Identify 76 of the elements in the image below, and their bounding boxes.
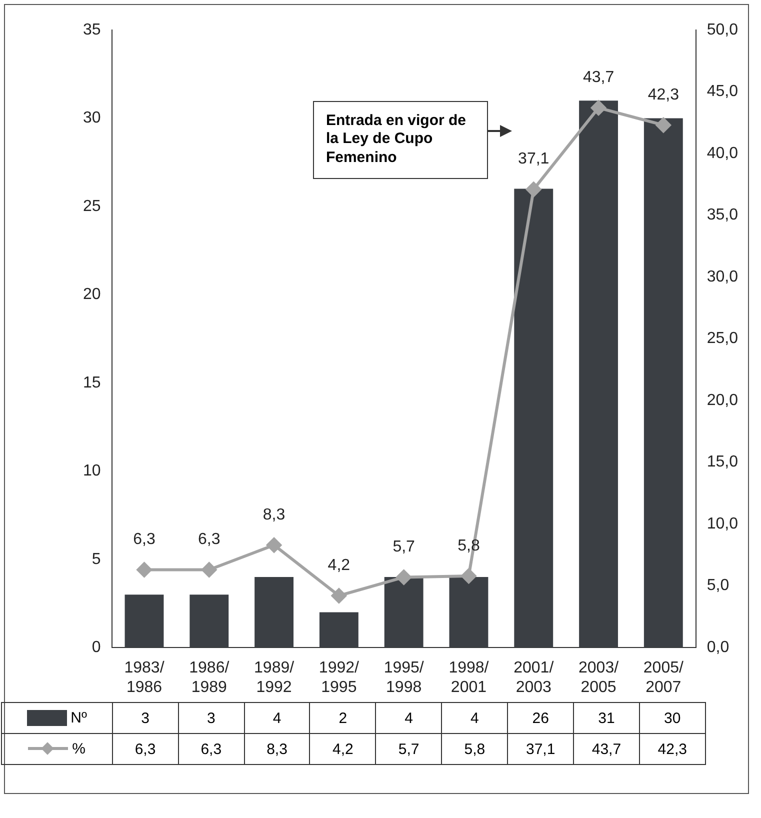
y-tick-label: 0 [92, 639, 101, 656]
data-label: 37,1 [508, 734, 574, 764]
bar [124, 594, 164, 648]
data-label: 42,3 [639, 734, 706, 764]
y-tick-label: 5 [92, 550, 101, 568]
point [136, 562, 152, 578]
x-tick-label: 2005/2007 [643, 660, 684, 696]
data-label: 4 [244, 702, 310, 734]
point [656, 118, 671, 133]
bar [579, 100, 618, 648]
y-tick-label: 20 [83, 286, 101, 304]
data-label: 26 [508, 702, 574, 734]
y2-tick-label: 35,0 [706, 206, 738, 224]
x-tick-label: 1989/1992 [254, 660, 295, 696]
legend-label: % [72, 740, 86, 758]
text: 6,3 [133, 531, 156, 548]
point [526, 182, 542, 197]
y2-tick-label: 20,0 [706, 392, 738, 409]
bar [190, 594, 229, 648]
point [396, 570, 412, 585]
data-label: 31 [574, 702, 640, 734]
y2-tick-label: 10,0 [706, 515, 738, 532]
x-tick-label: 2003/2005 [578, 660, 620, 696]
text: 42,3 [648, 86, 679, 104]
bar [319, 612, 358, 648]
legend-label: Nº [70, 710, 87, 727]
y2-tick-label: 50,0 [706, 21, 738, 38]
y-tick-label: 10 [83, 462, 101, 480]
data-label: 2 [310, 702, 376, 734]
data-label: 30 [639, 702, 706, 734]
x-tick-label: 1986/1989 [189, 660, 230, 696]
text: 37,1 [518, 150, 550, 168]
bar [384, 577, 424, 648]
y-tick-label: 35 [83, 21, 101, 38]
point [202, 562, 217, 578]
x-tick-label: 1992/1995 [318, 660, 360, 696]
y2-tick-label: 45,0 [706, 83, 738, 100]
bar [254, 577, 294, 648]
y-tick-label: 30 [83, 110, 101, 127]
data-label: 3 [178, 702, 244, 734]
y-tick-label: 25 [83, 198, 101, 215]
bar [514, 188, 554, 648]
text: 8,3 [262, 506, 286, 524]
y2-tick-label: 0,0 [706, 639, 730, 656]
point [266, 538, 282, 553]
text: 6,3 [198, 531, 220, 548]
text: 43,7 [582, 69, 614, 86]
point [461, 568, 476, 584]
x-tick-label: 1983/1986 [124, 660, 165, 696]
y2-tick-label: 30,0 [706, 268, 738, 286]
bar [449, 577, 488, 648]
y2-tick-label: 40,0 [706, 144, 738, 162]
point [331, 588, 346, 604]
data-label: 3 [112, 702, 178, 734]
data-label: 8,3 [244, 734, 310, 764]
data-label: 4 [442, 702, 508, 734]
x-tick-label: 2001/2003 [514, 660, 554, 696]
y2-tick-label: 15,0 [706, 454, 738, 471]
x-tick-label: 1995/1998 [384, 660, 424, 696]
x-tick-label: 1998/2001 [448, 660, 490, 696]
data-label: 4,2 [310, 734, 376, 764]
data-label: 6,3 [178, 734, 244, 764]
text: 5,8 [458, 537, 480, 554]
y-tick-label: 15 [83, 374, 101, 392]
text: 4,2 [328, 557, 350, 574]
y2-tick-label: 5,0 [706, 577, 730, 594]
data-label: 5,8 [442, 734, 508, 764]
data-label: 43,7 [574, 734, 640, 764]
y2-tick-label: 25,0 [706, 330, 738, 348]
data-label: 5,7 [376, 734, 442, 764]
point [591, 100, 606, 116]
data-label: 6,3 [112, 734, 178, 764]
data-label: 4 [376, 702, 442, 734]
text: 5,7 [392, 538, 415, 556]
bar [644, 118, 683, 648]
annotation: Entrada en vigor de la Ley de Cupo Femenino [312, 100, 488, 179]
